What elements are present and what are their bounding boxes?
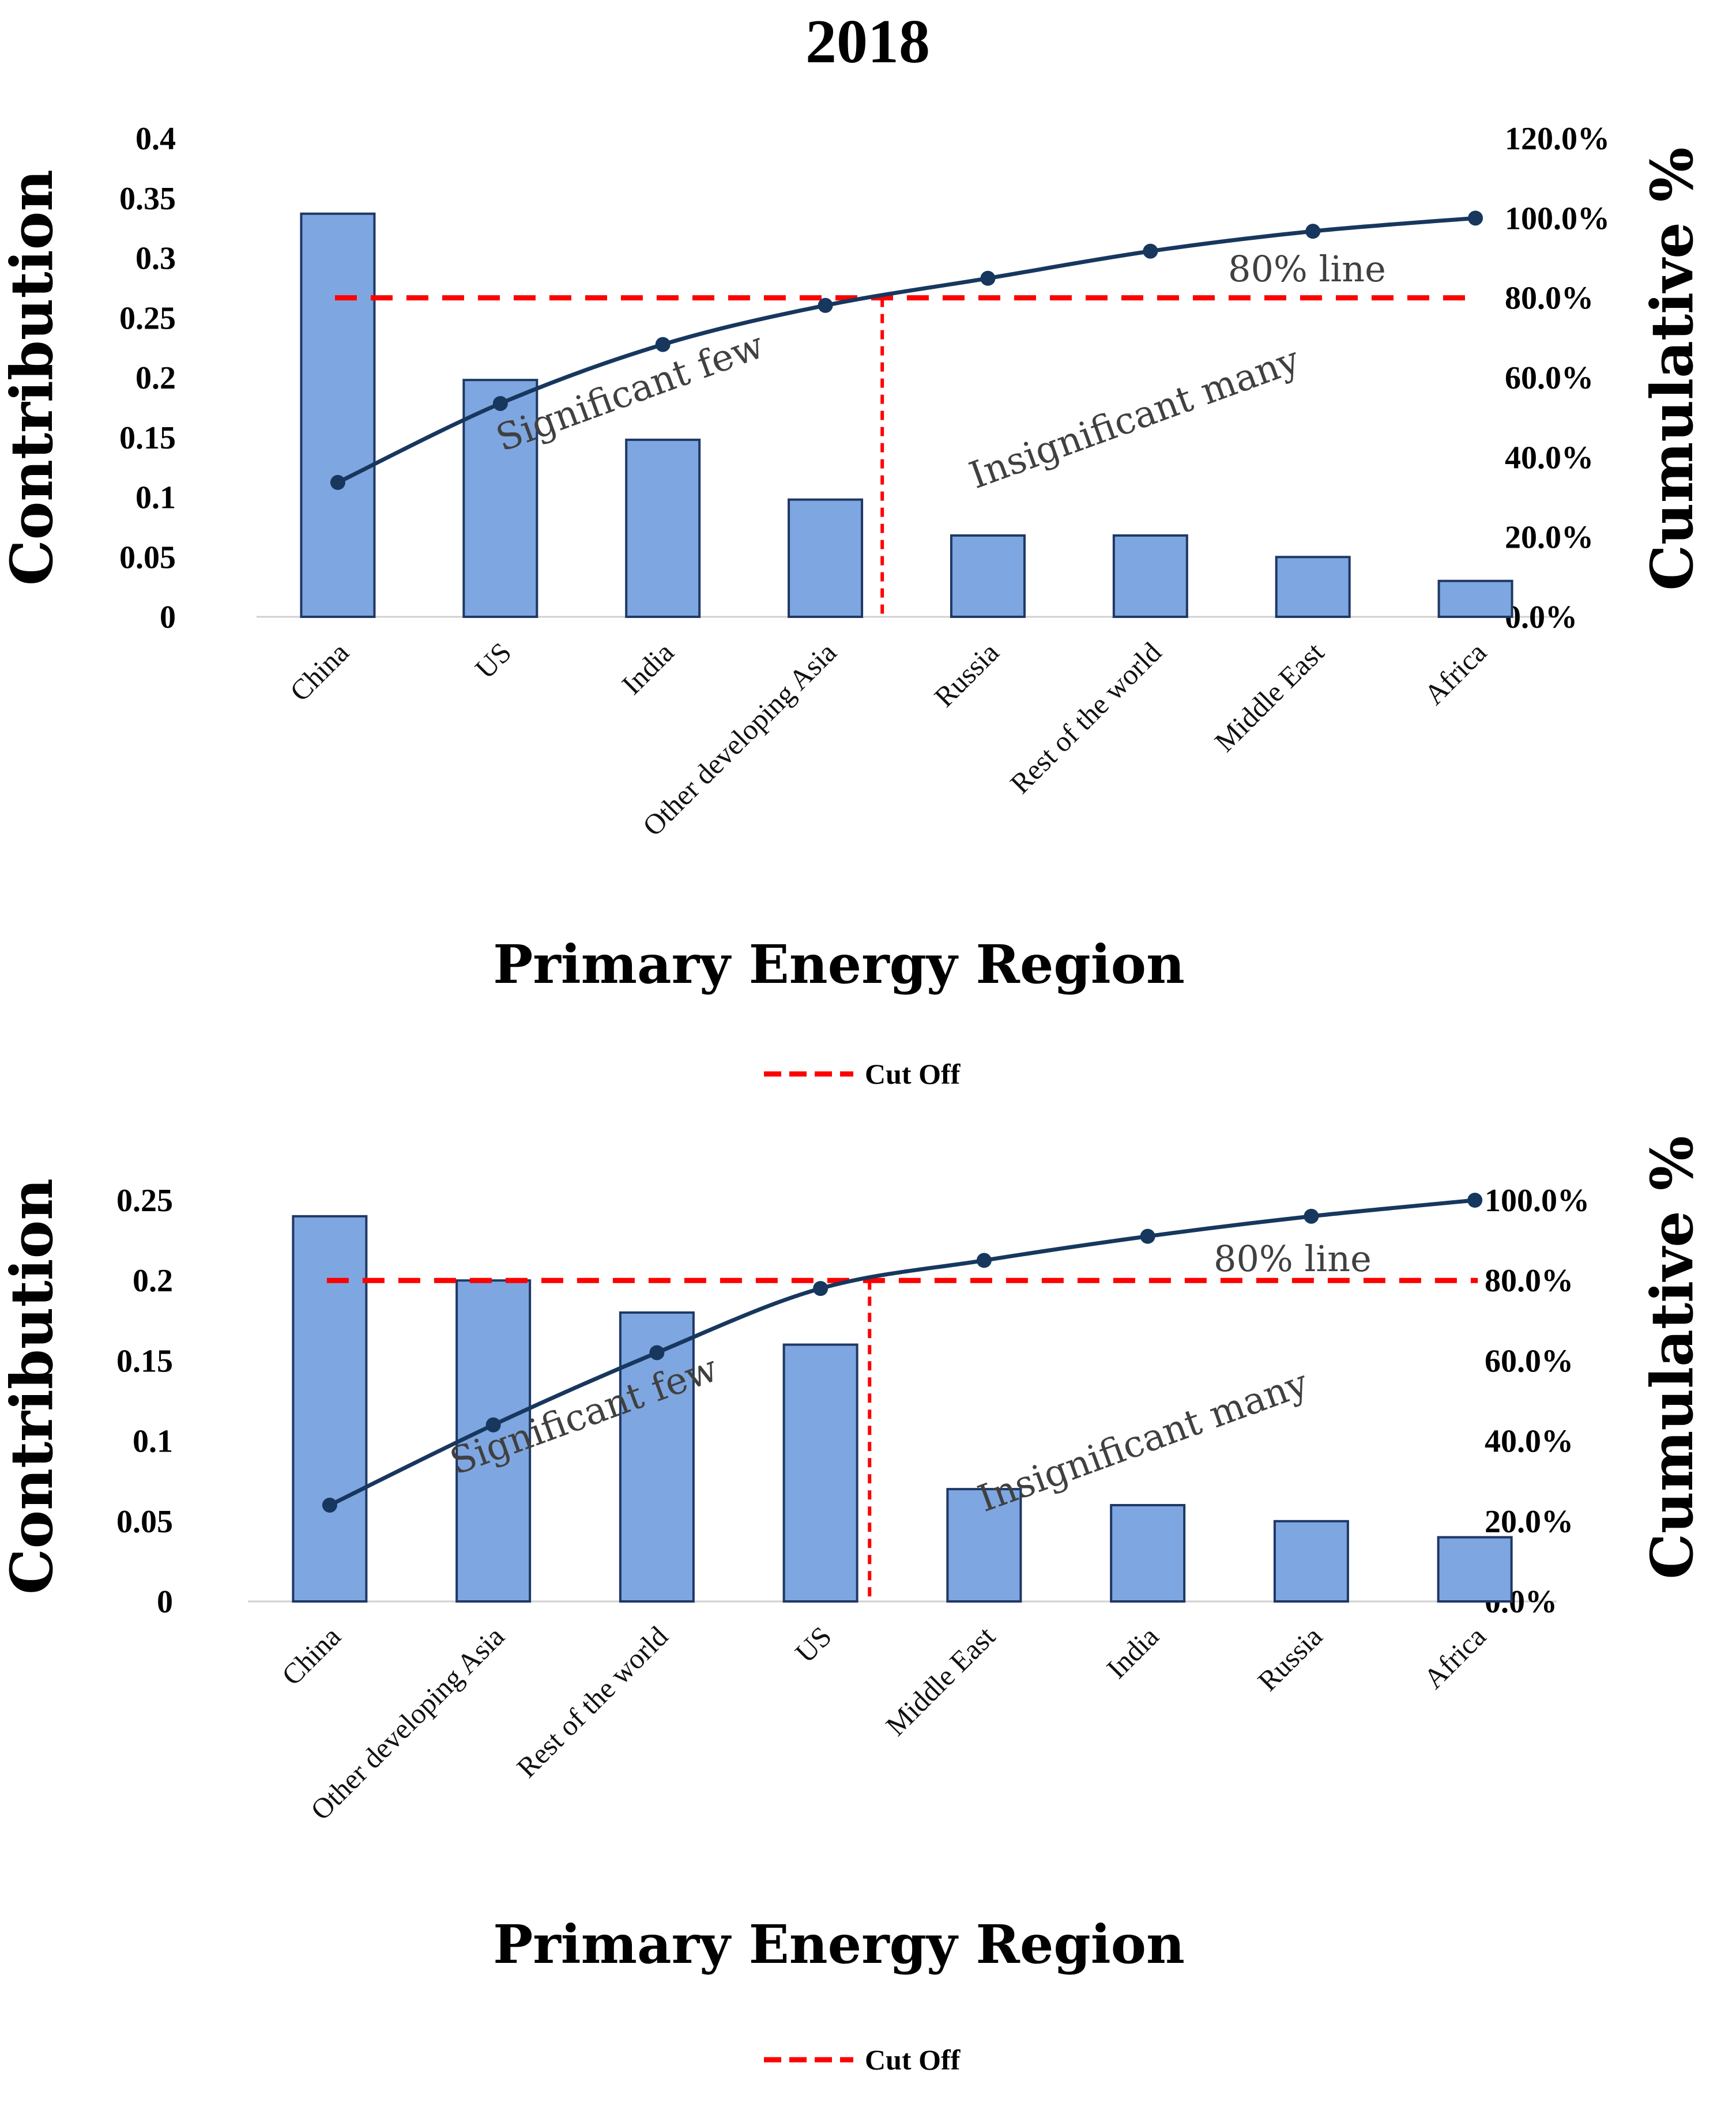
y-tick-label: 0.05 — [119, 540, 176, 575]
y2-tick-label: 20.0% — [1505, 520, 1594, 556]
category-label: Russia — [1251, 1620, 1328, 1697]
cumulative-point — [813, 1281, 829, 1296]
category-label: Rest of the world — [1004, 636, 1168, 800]
cumulative-point — [485, 1417, 501, 1433]
bar — [619, 1311, 695, 1603]
bar — [625, 438, 701, 619]
bar — [788, 498, 864, 619]
bar — [950, 534, 1026, 619]
category-label: Middle East — [1208, 636, 1331, 758]
cumulative-point — [818, 297, 833, 313]
category-label: Rest of the world — [510, 1620, 674, 1784]
category-label: China — [284, 636, 355, 707]
y-tick-label: 0.15 — [119, 420, 176, 456]
cumulative-point — [1305, 224, 1321, 239]
annotation-insignificant-many: Insignificant many — [964, 338, 1305, 497]
y2-tick-label: 120.0% — [1505, 121, 1610, 157]
y2-tick-label: 60.0% — [1485, 1343, 1573, 1379]
category-label: Africa — [1417, 1620, 1492, 1695]
cumulative-line — [329, 1198, 1475, 1507]
y-tick-label: 0.2 — [135, 360, 176, 396]
y2-axis-title: Cumulative % — [1638, 147, 1706, 590]
x-axis-title: Primary Energy Region — [493, 1913, 1185, 1976]
bar — [1275, 556, 1351, 618]
y-tick-label: 0.15 — [116, 1343, 173, 1379]
y2-tick-label: 100.0% — [1485, 1183, 1590, 1219]
pareto-chart-bottom: 00.050.10.150.20.250.0%20.0%40.0%60.0%80… — [0, 1136, 1706, 2076]
y-tick-label: 0.4 — [135, 121, 176, 157]
y2-tick-label: 60.0% — [1505, 360, 1594, 396]
cumulative-line — [337, 216, 1476, 485]
y-tick-label: 0.1 — [133, 1424, 173, 1460]
y-tick-label: 0.25 — [116, 1183, 173, 1219]
cumulative-point — [1143, 243, 1158, 259]
category-label: US — [469, 636, 518, 685]
bar — [782, 1343, 858, 1603]
category-label: US — [789, 1620, 838, 1669]
bar — [946, 1488, 1022, 1603]
cumulative-point — [1140, 1228, 1155, 1244]
y2-tick-label: 100.0% — [1505, 201, 1610, 236]
category-label: India — [1100, 1620, 1165, 1684]
y-tick-label: 0.35 — [119, 181, 176, 217]
cumulative-point — [330, 474, 345, 490]
y-tick-label: 0 — [157, 1584, 173, 1620]
y-tick-label: 0.3 — [135, 241, 176, 277]
y2-axis-title: Cumulative % — [1638, 1136, 1706, 1579]
y-axis-title: Contribution — [0, 169, 66, 586]
cumulative-point — [322, 1497, 337, 1513]
category-label: Middle East — [879, 1620, 1001, 1742]
pareto-chart-top: 0 0.05 0.1 0.15 0.2 0.25 0.3 0.35 0.4 0.0% 20.0% 40… — [0, 121, 1706, 1090]
bar — [1437, 1536, 1513, 1603]
cumulative-point — [1467, 1193, 1483, 1208]
y2-tick-label: 40.0% — [1505, 440, 1594, 476]
bar — [1110, 1503, 1186, 1603]
legend-label: Cut Off — [865, 2044, 961, 2076]
y2-tick-label: 80.0% — [1485, 1263, 1573, 1299]
bar — [1112, 534, 1188, 619]
cumulative-point — [655, 337, 671, 352]
bar — [1437, 579, 1513, 618]
cumulative-point — [1304, 1208, 1319, 1224]
cumulative-point — [492, 395, 508, 411]
page-title: 2018 — [805, 7, 930, 76]
y-tick-label: 0.05 — [116, 1504, 173, 1540]
y2-tick-label: 20.0% — [1485, 1504, 1573, 1540]
annotation-80-line: 80% line — [1214, 1238, 1372, 1280]
cumulative-point — [649, 1345, 665, 1360]
y-tick-label: 0.1 — [135, 480, 176, 516]
cumulative-point — [980, 270, 996, 286]
y-axis-title: Contribution — [0, 1178, 66, 1595]
y2-tick-label: 80.0% — [1505, 281, 1594, 316]
category-label: India — [615, 636, 680, 700]
bar — [462, 379, 539, 619]
annotation-80-line: 80% line — [1228, 248, 1386, 290]
y-tick-label: 0.25 — [119, 300, 176, 336]
y2-tick-label: 40.0% — [1485, 1424, 1573, 1460]
cumulative-point — [1468, 210, 1483, 226]
category-label: China — [276, 1620, 347, 1691]
bar — [1273, 1520, 1349, 1603]
bar — [300, 212, 376, 619]
legend-label: Cut Off — [865, 1058, 961, 1090]
category-label: Africa — [1418, 636, 1493, 711]
x-axis-title: Primary Energy Region — [493, 933, 1185, 996]
y-tick-label: 0 — [160, 600, 176, 635]
y-tick-label: 0.2 — [133, 1263, 173, 1299]
category-label: Russia — [928, 636, 1005, 713]
cumulative-point — [976, 1253, 992, 1268]
y2-tick-label: 0.0% — [1505, 600, 1577, 635]
bar — [292, 1215, 368, 1603]
annotation-insignificant-many: Insignificant many — [973, 1362, 1314, 1521]
bar — [455, 1279, 532, 1603]
